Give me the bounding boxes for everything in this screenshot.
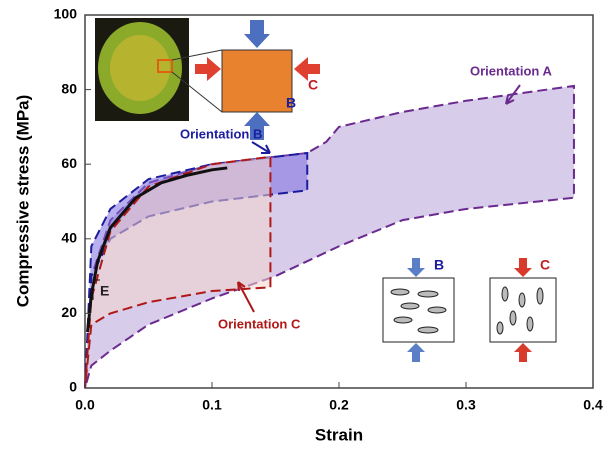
grain	[502, 287, 508, 301]
y-tick-label: 40	[61, 230, 77, 246]
grain	[428, 307, 446, 313]
y-tick-label: 100	[54, 6, 78, 22]
grain	[391, 289, 409, 295]
grain	[497, 322, 503, 334]
grain	[418, 291, 438, 297]
modulus-label: E	[100, 283, 109, 299]
arrow	[252, 142, 270, 153]
grain	[537, 288, 543, 304]
inset-image	[95, 18, 320, 140]
x-tick-label: 0.0	[75, 397, 95, 413]
specimen	[222, 50, 292, 112]
chart: Strain Compressive stress (MPa) E	[0, 0, 616, 449]
x-tick-label: 0.1	[202, 397, 222, 413]
arrow	[407, 343, 425, 362]
arrow	[195, 57, 221, 81]
micrograph-core	[110, 35, 170, 101]
x-tick-label: 0.2	[329, 397, 349, 413]
x-axis-label: Strain	[315, 425, 363, 444]
y-tick-label: 20	[61, 304, 77, 320]
grain	[510, 311, 516, 325]
inset-grains	[383, 258, 556, 362]
y-axis-label: Compressive stress (MPa)	[13, 95, 32, 308]
inset-label: C	[308, 77, 318, 93]
region-label: Orientation B	[180, 126, 262, 141]
grain	[418, 327, 438, 333]
arrow	[407, 258, 425, 277]
region-label: Orientation A	[470, 63, 552, 78]
grain	[394, 317, 412, 323]
y-tick-label: 0	[69, 379, 77, 395]
grain	[527, 317, 533, 331]
plot-area	[85, 86, 574, 388]
grain	[401, 303, 419, 309]
inset-label: B	[286, 95, 296, 111]
arrow	[244, 20, 270, 48]
grain	[519, 293, 525, 307]
x-tick-label: 0.3	[456, 397, 476, 413]
inset-label: C	[540, 257, 550, 273]
arrow	[514, 343, 532, 362]
y-tick-label: 80	[61, 80, 77, 96]
x-tick-label: 0.4	[583, 397, 603, 413]
inset-label: B	[434, 257, 444, 273]
region-label: Orientation C	[218, 316, 301, 331]
arrow	[514, 258, 532, 277]
y-tick-label: 60	[61, 155, 77, 171]
region	[85, 157, 270, 388]
